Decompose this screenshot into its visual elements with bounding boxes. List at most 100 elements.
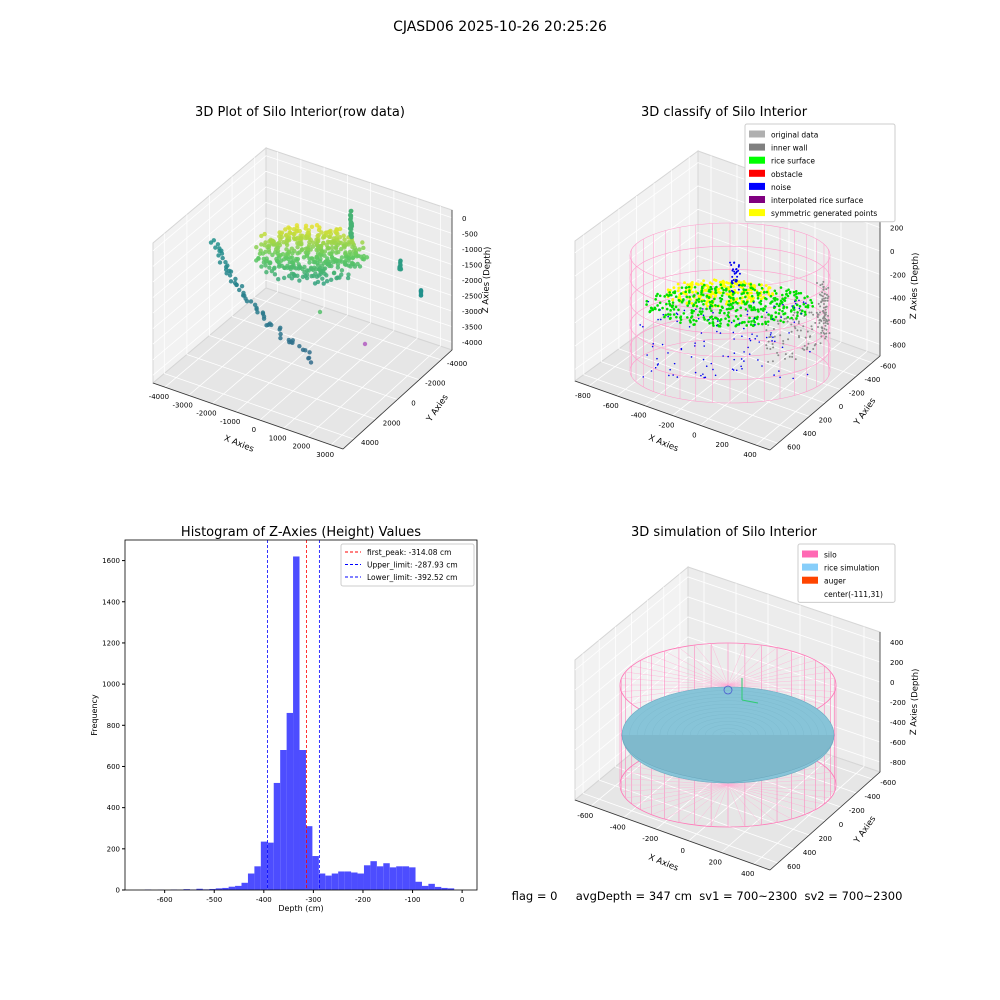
rice-surface-point bbox=[811, 305, 814, 308]
noise-point bbox=[791, 305, 793, 307]
inner-wall-point bbox=[824, 314, 827, 317]
x-axis-line bbox=[574, 380, 771, 451]
symmetric-point bbox=[721, 279, 725, 283]
noise-point bbox=[715, 324, 718, 327]
noise-point bbox=[732, 279, 735, 282]
symmetric-point bbox=[689, 297, 692, 301]
inner-wall-point bbox=[819, 284, 822, 287]
histogram-bar bbox=[415, 881, 422, 890]
raw-data-point bbox=[300, 274, 306, 280]
silo-spoke bbox=[651, 784, 729, 815]
symmetric-point bbox=[710, 282, 714, 286]
noise-point bbox=[733, 352, 736, 354]
inner-wall-point bbox=[819, 311, 822, 314]
histogram-bar bbox=[428, 883, 435, 890]
raw-data-point bbox=[299, 240, 304, 246]
raw-data-point bbox=[307, 242, 312, 248]
inner-wall-point bbox=[817, 313, 820, 316]
raw-data-point bbox=[334, 235, 339, 240]
y-tick-label: 200 bbox=[107, 845, 120, 853]
rice-surface-point bbox=[790, 316, 793, 320]
silo-spoke bbox=[621, 678, 729, 686]
rice-surface-point bbox=[722, 291, 725, 295]
x-axis-label: X Axies bbox=[647, 853, 680, 874]
y-tick-label: 0 bbox=[116, 887, 120, 895]
inner-wall-point bbox=[791, 355, 794, 358]
raw-data-point bbox=[233, 276, 238, 282]
raw-data-point bbox=[329, 263, 334, 269]
rice-surface-point bbox=[801, 309, 804, 313]
raw-data-point bbox=[304, 250, 310, 255]
raw-data-point bbox=[346, 242, 352, 247]
raw-plot-title: 3D Plot of Silo Interior(row data) bbox=[195, 105, 405, 120]
symmetric-point bbox=[690, 285, 694, 289]
noise-point bbox=[654, 366, 657, 369]
inner-wall-point bbox=[824, 311, 827, 314]
inner-wall-point bbox=[826, 299, 829, 302]
rice-surface-point bbox=[756, 308, 760, 312]
auger-axis bbox=[741, 699, 759, 704]
raw-data-point bbox=[223, 259, 228, 265]
rice-surface-point bbox=[712, 324, 715, 327]
inner-wall-point bbox=[777, 354, 780, 357]
silo-spoke bbox=[727, 784, 816, 810]
rice-surface-point bbox=[668, 302, 671, 306]
rice-surface-point bbox=[673, 291, 677, 295]
raw-data-point bbox=[349, 231, 354, 237]
noise-point bbox=[667, 315, 669, 318]
rice-surface-point bbox=[723, 311, 726, 315]
rice-surface-point bbox=[744, 308, 748, 311]
raw-data-point bbox=[346, 256, 352, 261]
noise-point bbox=[683, 309, 686, 312]
rice-surface-point bbox=[734, 324, 738, 328]
noise-point bbox=[737, 269, 740, 272]
raw-data-point bbox=[314, 254, 319, 259]
y-tick-label: 1200 bbox=[102, 639, 120, 647]
silo-spoke bbox=[710, 784, 729, 827]
histogram-bar bbox=[389, 867, 397, 890]
inner-wall-point bbox=[792, 318, 795, 321]
legend-label: auger bbox=[824, 577, 847, 586]
rice-surface-point bbox=[756, 296, 760, 300]
silo-spoke bbox=[727, 660, 816, 686]
raw-data-point bbox=[220, 255, 225, 261]
y-tick-label: 200 bbox=[819, 416, 832, 424]
inner-wall-point bbox=[803, 348, 806, 351]
raw-data-point bbox=[287, 260, 293, 265]
silo-spoke bbox=[727, 671, 831, 686]
rice-surface-point bbox=[728, 290, 731, 293]
inner-wall-point bbox=[823, 312, 826, 315]
noise-point bbox=[732, 290, 735, 293]
rice-surface-point bbox=[732, 296, 735, 300]
silo-spoke bbox=[727, 647, 778, 686]
figure-title: CJASD06 2025-10-26 20:25:26 bbox=[393, 19, 607, 35]
rice-surface-point bbox=[663, 295, 666, 298]
plot-frame bbox=[124, 539, 478, 891]
rice-surface-point bbox=[731, 305, 734, 309]
rice-surface-point bbox=[804, 305, 808, 309]
noise-point bbox=[646, 354, 648, 356]
raw-data-point bbox=[304, 234, 310, 239]
inner-wall-point bbox=[803, 344, 806, 347]
noise-point bbox=[656, 357, 658, 360]
floor-grid-line bbox=[186, 354, 376, 420]
x-tick-label: -600 bbox=[577, 812, 593, 820]
z-tick-label: -200 bbox=[890, 271, 906, 279]
inner-wall-point bbox=[825, 328, 828, 331]
noise-point bbox=[769, 334, 772, 336]
histogram-bar bbox=[441, 887, 448, 890]
legend-box bbox=[340, 543, 475, 587]
rice-surface-point bbox=[753, 308, 757, 311]
histogram-bar bbox=[318, 873, 326, 890]
raw-data-point bbox=[332, 240, 337, 245]
raw-data-point bbox=[360, 240, 365, 245]
simulation-plot-title: 3D simulation of Silo Interior bbox=[631, 525, 818, 540]
rice-surface-point bbox=[645, 303, 648, 306]
rice-surface-point bbox=[783, 312, 787, 315]
raw-data-point bbox=[306, 268, 311, 273]
inner-wall-point bbox=[814, 343, 817, 346]
rice-surface-point bbox=[701, 293, 705, 297]
inner-wall-point bbox=[793, 325, 796, 328]
rice-surface-point bbox=[705, 307, 708, 311]
rice-surface-point bbox=[732, 319, 736, 323]
